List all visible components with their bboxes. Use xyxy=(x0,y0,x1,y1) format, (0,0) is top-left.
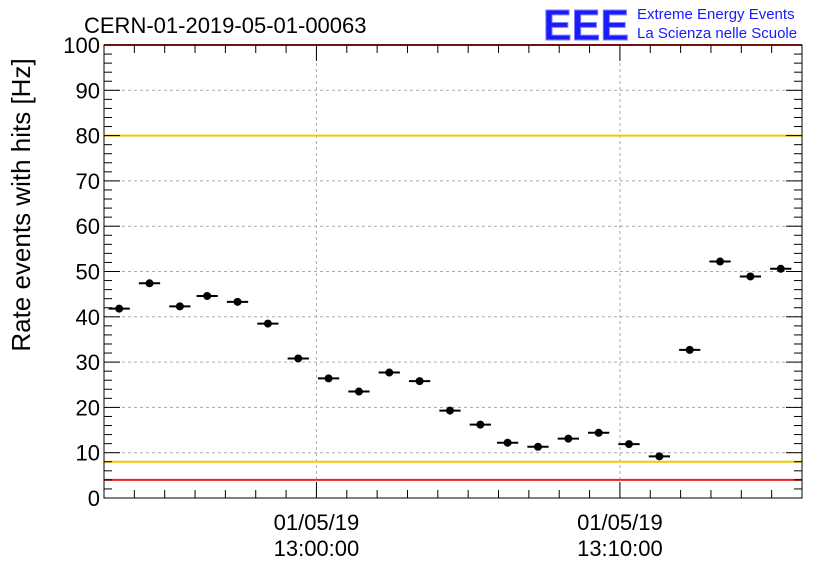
logo-line2: La Scienza nelle Scuole xyxy=(637,25,797,42)
x-tick-label-time: 13:10:00 xyxy=(577,536,663,561)
data-point xyxy=(476,420,485,429)
y-tick-label: 90 xyxy=(76,78,100,103)
data-point xyxy=(324,374,333,383)
x-tick-label-date: 01/05/19 xyxy=(274,510,360,535)
data-point xyxy=(445,406,454,415)
data-points xyxy=(108,257,792,461)
logo-line1: Extreme Energy Events xyxy=(637,6,795,23)
data-point xyxy=(385,368,394,377)
ticks: 010203040506070809010001/05/1913:00:0001… xyxy=(63,33,803,561)
y-tick-label: 40 xyxy=(76,305,100,330)
y-tick-label: 50 xyxy=(76,260,100,285)
chart-title: CERN-01-2019-05-01-00063 xyxy=(84,13,367,38)
grid xyxy=(104,45,802,498)
data-point xyxy=(203,291,212,300)
data-point xyxy=(746,272,755,281)
logo-mark: EEE xyxy=(543,1,629,50)
data-point xyxy=(625,440,634,449)
logo: EEE Extreme Energy Events La Scienza nel… xyxy=(543,1,798,51)
data-point xyxy=(655,452,664,461)
data-point xyxy=(233,297,242,306)
data-point xyxy=(776,264,785,273)
x-tick-label-time: 13:00:00 xyxy=(274,536,360,561)
data-point xyxy=(354,387,363,396)
data-point xyxy=(564,434,573,443)
y-tick-label: 100 xyxy=(63,33,100,58)
data-point xyxy=(115,304,124,313)
data-point xyxy=(685,345,694,354)
reference-lines xyxy=(104,44,802,481)
data-point xyxy=(503,438,512,447)
y-tick-label: 80 xyxy=(76,124,100,149)
y-axis-label: Rate events with hits [Hz] xyxy=(6,58,36,351)
y-tick-label: 60 xyxy=(76,214,100,239)
data-point xyxy=(716,257,725,266)
y-tick-label: 10 xyxy=(76,441,100,466)
data-point xyxy=(294,354,303,363)
data-point xyxy=(145,279,154,288)
y-tick-label: 0 xyxy=(88,486,100,511)
data-point xyxy=(175,302,184,311)
data-point xyxy=(415,377,424,386)
y-tick-label: 70 xyxy=(76,169,100,194)
x-tick-label-date: 01/05/19 xyxy=(577,510,663,535)
data-point xyxy=(594,428,603,437)
data-point xyxy=(533,442,542,451)
y-tick-label: 30 xyxy=(76,350,100,375)
y-tick-label: 20 xyxy=(76,395,100,420)
data-point xyxy=(263,319,272,328)
